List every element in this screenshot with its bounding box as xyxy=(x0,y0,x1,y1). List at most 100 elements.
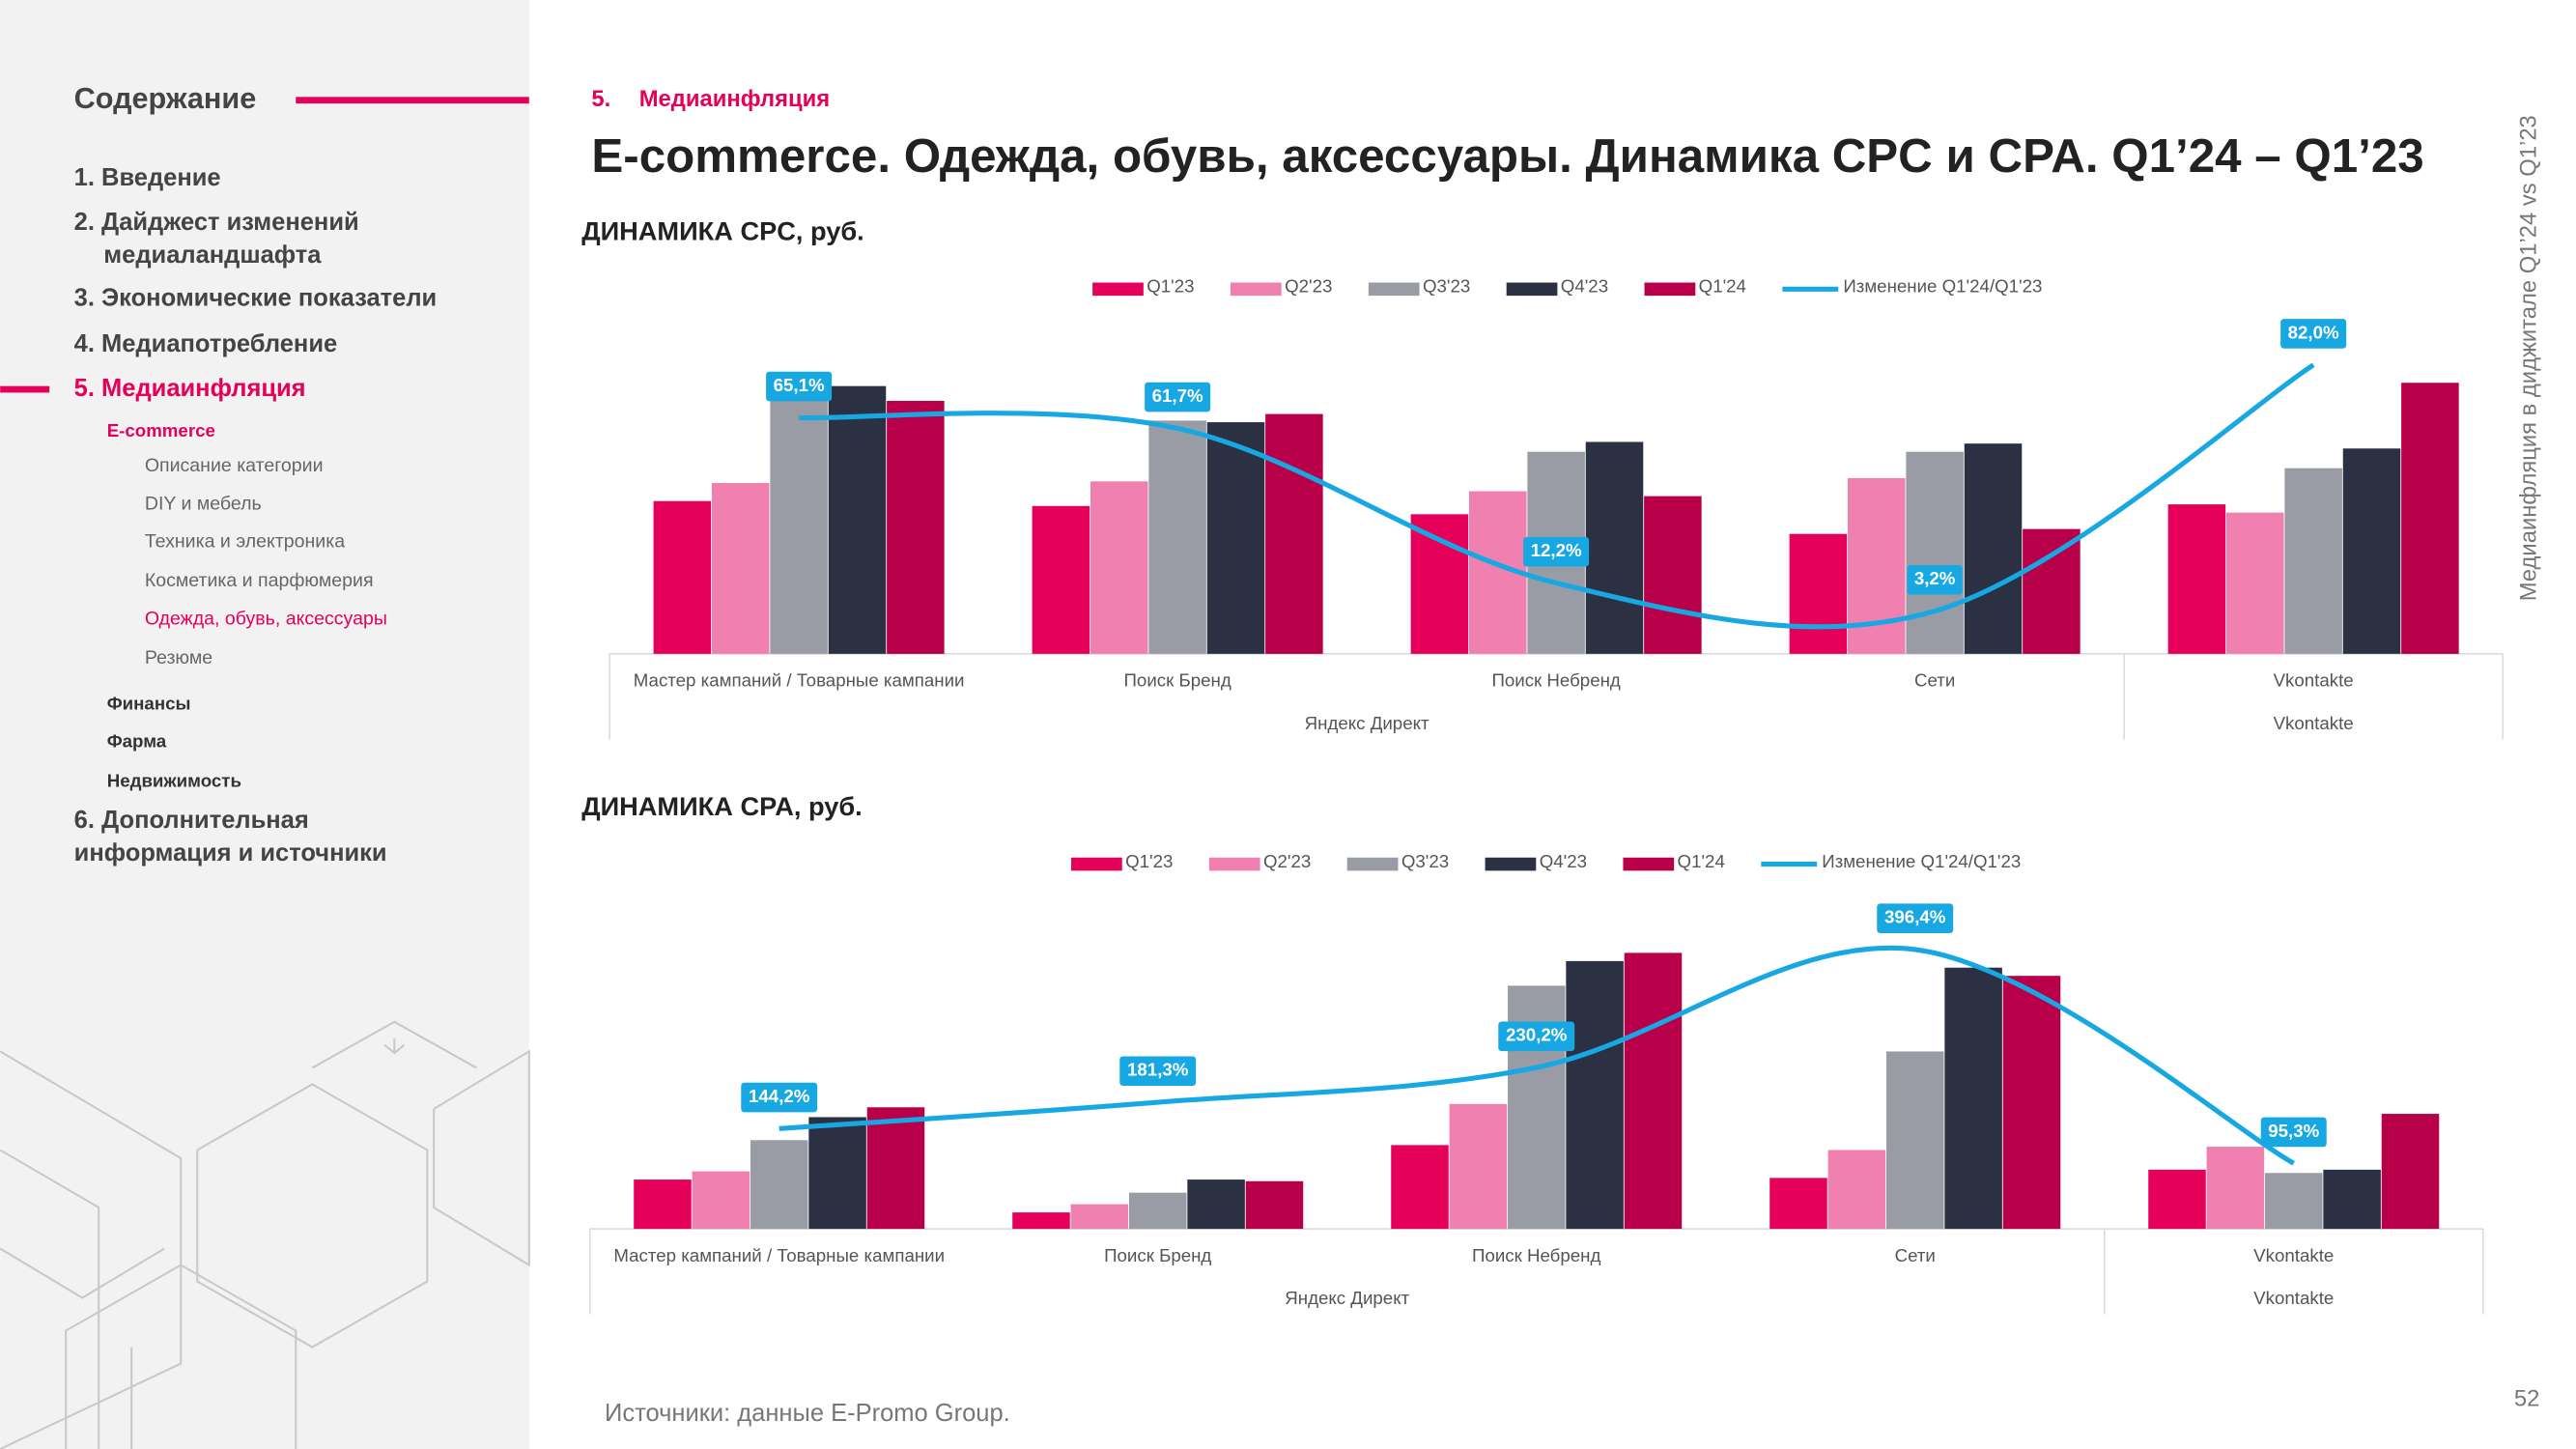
bar xyxy=(1245,1180,1304,1230)
toc-item[interactable]: DIY и мебель xyxy=(145,493,262,514)
category-label: Поиск Небренд xyxy=(1491,670,1620,691)
chart-title: ДИНАМИКА CPC, руб. xyxy=(581,216,864,246)
bar xyxy=(1906,451,1964,654)
bar xyxy=(887,400,945,654)
legend-label: Q4'23 xyxy=(1540,851,1587,871)
decor xyxy=(0,1020,530,1449)
toc-item[interactable]: Недвижимость xyxy=(107,770,241,790)
data-label-box xyxy=(1877,903,1954,933)
legend-swatch xyxy=(1071,857,1122,871)
category-label: Поиск Бренд xyxy=(1104,1245,1211,1265)
section-number: 5. xyxy=(591,86,610,112)
category-label: Vkontakte xyxy=(2253,1245,2334,1265)
toc-item[interactable]: 3. Экономические показатели xyxy=(74,284,438,311)
data-label-box xyxy=(2260,1117,2327,1148)
bar xyxy=(2023,528,2081,654)
bar xyxy=(1827,1150,1886,1230)
legend-label: Q3'23 xyxy=(1401,851,1449,871)
group-label: Яндекс Директ xyxy=(1285,1288,1409,1308)
data-label-box xyxy=(1498,1021,1575,1052)
bar xyxy=(1585,441,1644,654)
legend-label: Изменение Q1'24/Q1'23 xyxy=(1822,851,2021,871)
legend-label: Q1'24 xyxy=(1678,851,1725,871)
line xyxy=(799,362,2315,630)
data-label-box xyxy=(741,1082,818,1113)
legend-label: Q1'23 xyxy=(1146,276,1194,297)
data-label-box xyxy=(1907,564,1963,595)
toc-item[interactable]: 2. Дайджест изменений xyxy=(74,209,359,236)
bar xyxy=(1885,1051,1944,1230)
toc-item[interactable]: 6. Дополнительная xyxy=(74,807,309,834)
toc-item[interactable]: Описание категории xyxy=(145,455,324,476)
bar xyxy=(1265,413,1323,654)
bar xyxy=(770,400,828,654)
bar xyxy=(1769,1178,1827,1230)
toc-item[interactable]: медиаландшафта xyxy=(103,242,322,269)
bar xyxy=(692,1171,750,1230)
bar xyxy=(1187,1179,1245,1230)
legend-swatch xyxy=(1092,282,1144,297)
toc-item[interactable]: информация и источники xyxy=(74,839,387,867)
bar xyxy=(1148,420,1206,654)
bar xyxy=(1789,533,1848,654)
category-label: Поиск Бренд xyxy=(1124,670,1231,691)
toc-item[interactable]: Финансы xyxy=(107,694,191,714)
data-label: 65,1% xyxy=(774,375,825,395)
bar xyxy=(2206,1147,2265,1230)
bar xyxy=(1964,443,2023,654)
line xyxy=(778,945,2295,1166)
toc-item[interactable]: Одежда, обувь, аксессуары xyxy=(145,608,387,629)
data-label-box xyxy=(1145,382,1211,412)
toc-item[interactable]: Техника и электроника xyxy=(145,530,345,552)
bar xyxy=(2002,976,2061,1230)
bar xyxy=(1410,514,1469,654)
legend-label: Изменение Q1'24/Q1'23 xyxy=(1843,276,2042,297)
bar xyxy=(808,1117,866,1230)
toc: 1. Введение 2. Дайджест изменений медиал… xyxy=(74,164,438,867)
data-label: 3,2% xyxy=(1914,568,1956,588)
bar xyxy=(2167,504,2226,654)
legend-swatch xyxy=(1208,857,1260,871)
toc-item[interactable]: E-commerce xyxy=(107,420,215,440)
data-label-box xyxy=(1523,536,1590,567)
legend-swatch xyxy=(1506,282,1558,297)
toc-item[interactable]: Фарма xyxy=(107,731,167,752)
bar xyxy=(2323,1169,2381,1230)
bar xyxy=(2401,383,2459,654)
group-label: Vkontakte xyxy=(2274,713,2354,733)
bar xyxy=(750,1140,808,1230)
bar xyxy=(1070,1204,1129,1230)
legend-swatch xyxy=(1644,282,1696,297)
toc-item[interactable]: 5. Медиаинфляция xyxy=(74,375,306,402)
chart-title: ДИНАМИКА CPA, руб. xyxy=(581,791,863,821)
legend-label: Q1'24 xyxy=(1699,276,1746,297)
legend-label: Q4'23 xyxy=(1561,276,1608,297)
sidebar xyxy=(0,0,529,1449)
bar xyxy=(828,385,887,654)
category-label: Vkontakte xyxy=(2274,670,2354,691)
toc-item[interactable]: Резюме xyxy=(145,647,212,668)
bar xyxy=(1449,1103,1508,1230)
legend-label: Q3'23 xyxy=(1423,276,1470,297)
toc-item[interactable]: Косметика и парфюмерия xyxy=(145,570,374,591)
bar xyxy=(1624,952,1683,1230)
page-title: E-commerce. Одежда, обувь, аксессуары. Д… xyxy=(591,129,2423,183)
page-number: 52 xyxy=(2514,1385,2539,1411)
legend-swatch xyxy=(1623,857,1675,871)
sidebar-title: Содержание xyxy=(74,82,257,115)
bar xyxy=(1566,960,1624,1230)
bar xyxy=(2148,1169,2206,1230)
data-label: 396,4% xyxy=(1884,907,1946,927)
toc-item[interactable]: 1. Введение xyxy=(74,164,221,191)
side-note: Медиаинфляция в диджитале Q1’24 vs Q1’23 xyxy=(2515,115,2541,601)
bar xyxy=(2342,448,2401,654)
group-label: Яндекс Директ xyxy=(1305,713,1430,733)
data-label: 181,3% xyxy=(1127,1060,1189,1080)
bar xyxy=(1644,496,1702,654)
legend-swatch xyxy=(1346,857,1399,871)
toc-item[interactable]: 4. Медиапотребление xyxy=(74,330,338,357)
legend-swatch xyxy=(1368,282,1420,297)
bar xyxy=(866,1107,925,1230)
bar xyxy=(634,1179,692,1230)
category-label: Поиск Небренд xyxy=(1472,1245,1600,1265)
